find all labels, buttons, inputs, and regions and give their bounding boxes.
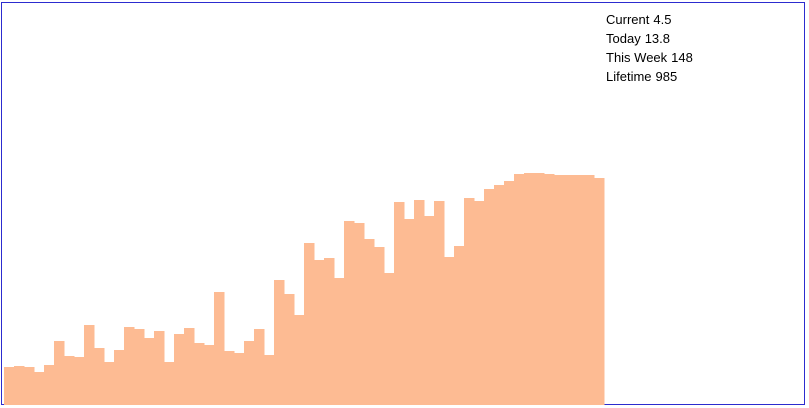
area-step	[164, 362, 175, 405]
stat-lifetime-label: Lifetime	[606, 69, 652, 84]
area-step	[384, 273, 395, 405]
area-step	[214, 292, 225, 405]
stat-today-label: Today	[606, 31, 641, 46]
stat-current-value: 4.5	[653, 12, 672, 27]
area-step	[434, 201, 445, 405]
area-step	[34, 372, 45, 405]
area-step	[124, 327, 135, 405]
area-step	[84, 325, 95, 405]
area-step	[274, 280, 285, 405]
area-step	[444, 257, 455, 405]
area-step	[14, 366, 25, 405]
area-step	[94, 348, 105, 405]
stat-current-label: Current	[606, 12, 650, 27]
area-step	[374, 247, 385, 405]
area-step	[564, 175, 575, 405]
area-step	[24, 367, 35, 405]
area-step	[504, 181, 515, 405]
area-step	[404, 219, 415, 405]
area-step	[144, 338, 155, 405]
area-step	[534, 173, 545, 405]
area-step	[314, 260, 325, 405]
area-step	[554, 175, 565, 405]
area-step	[284, 294, 295, 405]
area-step	[344, 221, 355, 405]
stat-current: Current 4.5	[606, 10, 693, 29]
area-step	[514, 174, 525, 405]
area-step	[4, 367, 15, 405]
area-step	[324, 258, 335, 405]
stat-this-week: This Week 148	[606, 48, 693, 67]
stat-this-week-value: 148	[671, 50, 693, 65]
area-step	[244, 341, 255, 405]
area-step	[224, 351, 235, 405]
area-step	[394, 202, 405, 405]
area-step	[544, 174, 555, 405]
area-step	[494, 185, 505, 405]
stat-lifetime-value: 985	[655, 69, 678, 84]
area-step	[294, 315, 305, 405]
stat-this-week-label: This Week	[606, 50, 668, 65]
area-step	[364, 239, 375, 405]
area-step	[184, 328, 195, 405]
area-step	[114, 350, 125, 405]
area-step	[64, 356, 75, 405]
area-step	[584, 175, 595, 405]
area-step	[424, 216, 435, 405]
area-step	[574, 175, 585, 405]
area-step	[44, 365, 55, 405]
area-step	[154, 331, 165, 405]
area-step	[234, 353, 245, 405]
area-step	[484, 189, 495, 405]
area-step	[414, 200, 425, 405]
area-step	[194, 343, 205, 405]
area-step	[134, 329, 145, 405]
area-step	[254, 329, 265, 405]
stat-today: Today 13.8	[606, 29, 693, 48]
stat-lifetime: Lifetime 985	[606, 67, 693, 86]
area-step	[204, 345, 215, 405]
area-step	[354, 223, 365, 405]
area-step	[174, 334, 185, 405]
area-step	[594, 178, 605, 405]
area-step	[524, 173, 535, 405]
area-step	[454, 246, 465, 405]
area-step	[304, 243, 315, 405]
area-step	[334, 278, 345, 405]
area-step	[264, 355, 275, 405]
area-step	[474, 201, 485, 405]
area-step	[54, 341, 65, 405]
area-step	[74, 357, 85, 405]
stat-today-value: 13.8	[644, 31, 671, 46]
stats-readout: Current 4.5 Today 13.8 This Week 148 Lifeti…	[606, 10, 693, 86]
power-history-chart	[4, 173, 605, 405]
area-step	[464, 198, 475, 405]
area-step	[104, 362, 115, 405]
